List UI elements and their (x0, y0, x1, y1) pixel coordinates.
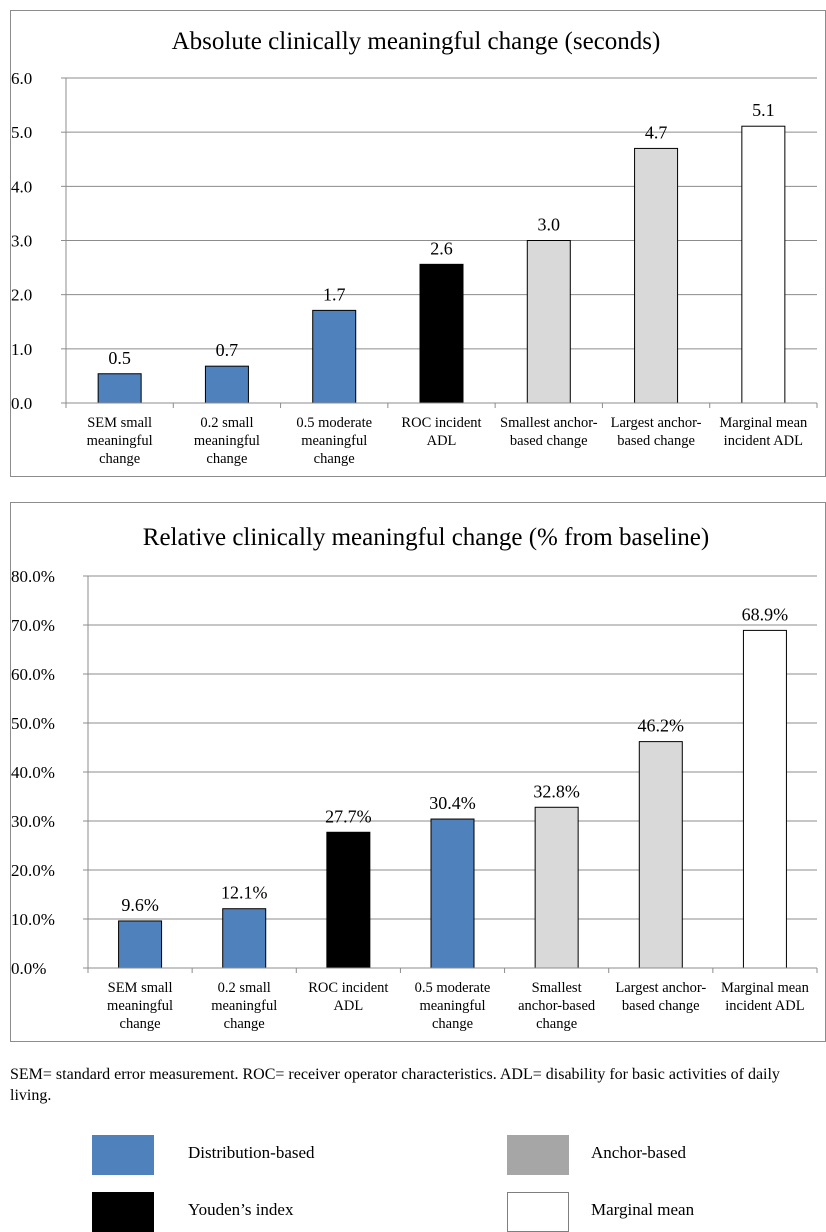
bar-0-2-small-meaningful-change (204, 365, 249, 404)
data-label: 3.0 (538, 215, 561, 235)
y-tick-label: 6.0 (11, 69, 32, 88)
y-tick-label: 0.0 (11, 394, 32, 413)
data-label: 0.7 (216, 340, 239, 360)
y-tick-label: 4.0 (11, 177, 32, 196)
data-label: 0.5 (108, 348, 131, 368)
data-label: 1.7 (323, 284, 346, 304)
data-label: 5.1 (752, 100, 775, 120)
data-label: 32.8% (533, 781, 580, 801)
y-tick-label: 60.0% (11, 665, 55, 684)
legend-label-anchor-based: Anchor-based (591, 1143, 687, 1162)
y-tick-label: 20.0% (11, 861, 55, 880)
data-label: 46.2% (638, 716, 685, 736)
bar-0-2-small-meaningful-change (222, 908, 267, 969)
y-tick-label: 70.0% (11, 616, 55, 635)
y-tick-label: 1.0 (11, 340, 32, 359)
bar-roc-incident-adl (326, 831, 371, 969)
legend-swatch-marginal-mean (507, 1192, 569, 1232)
bar-largest-anchor-based-change (634, 147, 679, 404)
y-tick-label: 40.0% (11, 763, 55, 782)
legend-swatch-distribution-based (92, 1135, 154, 1175)
x-tick-label: Marginal mean incident ADL (721, 980, 810, 1014)
bar-marginal-mean-incident-adl (741, 125, 786, 404)
data-label: 2.6 (430, 238, 453, 258)
bar-largest-anchor-based-change (638, 741, 683, 969)
data-label: 68.9% (742, 604, 789, 624)
absolute-change-chart-panel: Absolute clinically meaningful change (s… (10, 10, 826, 477)
bar-sem-small-meaningful-change (118, 920, 163, 969)
chart-title: Relative clinically meaningful change (%… (143, 524, 709, 551)
y-tick-label: 80.0% (11, 567, 55, 586)
data-label: 9.6% (121, 895, 159, 915)
bar-0-5-moderate-meaningful-change (430, 818, 475, 969)
x-tick-label: ROC incident ADL (308, 980, 388, 1014)
chart-title: Absolute clinically meaningful change (s… (172, 28, 661, 55)
bar-smallest-anchor-based-change (534, 806, 579, 969)
legend-label-marginal-mean: Marginal mean (591, 1200, 695, 1219)
legend-swatch-anchor-based (507, 1135, 569, 1175)
x-tick-label: SEM small meaningful change (87, 415, 153, 467)
y-tick-label: 10.0% (11, 910, 55, 929)
bar-sem-small-meaningful-change (97, 373, 142, 404)
x-tick-label: 0.2 small meaningful change (211, 980, 277, 1032)
abbreviation-note: SEM= standard error measurement. ROC= re… (10, 1066, 780, 1104)
x-tick-label: 0.5 moderate meaningful change (296, 415, 372, 467)
y-tick-label: 30.0% (11, 812, 55, 831)
y-tick-label: 0.0% (11, 959, 46, 978)
y-tick-label: 5.0 (11, 123, 32, 142)
relative-change-chart-panel: Relative clinically meaningful change (%… (10, 502, 826, 1042)
bar-marginal-mean-incident-adl (742, 629, 787, 969)
legend-swatch-youdens-index (92, 1192, 154, 1232)
y-tick-label: 50.0% (11, 714, 55, 733)
data-label: 30.4% (429, 793, 476, 813)
data-label: 27.7% (325, 806, 372, 826)
legend-label-youdens-index: Youden’s index (188, 1200, 294, 1219)
x-tick-label: 0.5 moderate meaningful change (415, 980, 491, 1032)
legend-label-distribution-based: Distribution-based (188, 1143, 315, 1162)
y-tick-label: 2.0 (11, 286, 32, 305)
bar-roc-incident-adl (419, 263, 464, 404)
x-tick-label: 0.2 small meaningful change (194, 415, 260, 467)
data-label: 12.1% (221, 883, 268, 903)
x-tick-label: Smallest anchor-based change (518, 980, 596, 1032)
x-tick-label: Marginal mean incident ADL (719, 415, 808, 449)
y-tick-label: 3.0 (11, 232, 32, 251)
relative-change-chart: Relative clinically meaningful change (%… (11, 524, 818, 1032)
absolute-change-chart: Absolute clinically meaningful change (s… (11, 28, 818, 467)
x-tick-label: SEM small meaningful change (107, 980, 173, 1032)
bar-smallest-anchor-based-change (526, 240, 571, 404)
x-tick-label: Smallest anchor-based change (500, 415, 598, 449)
bar-0-5-moderate-meaningful-change (312, 309, 357, 404)
x-tick-label: Largest anchor-based change (611, 415, 702, 449)
x-tick-label: ROC incident ADL (401, 415, 481, 449)
data-label: 4.7 (645, 122, 668, 142)
x-tick-label: Largest anchor-based change (615, 980, 706, 1014)
